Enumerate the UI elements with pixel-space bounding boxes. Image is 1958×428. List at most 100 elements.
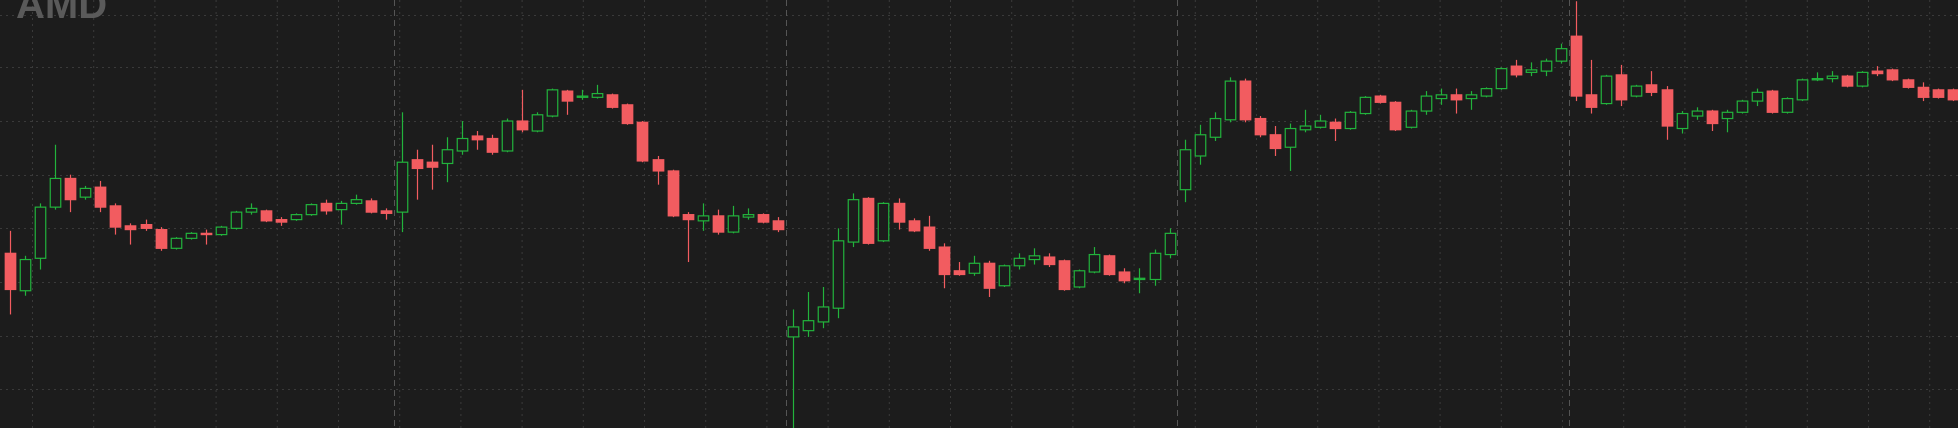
grid	[0, 15, 1958, 390]
candle-body	[667, 170, 680, 217]
candle-body	[456, 137, 469, 152]
candle-body	[1691, 110, 1704, 117]
candle-body	[1254, 117, 1267, 136]
candle-body	[862, 197, 875, 244]
candle-body	[396, 161, 409, 213]
candle-body	[938, 246, 951, 276]
candle-body	[1164, 232, 1177, 256]
candle-body	[893, 202, 906, 223]
candle-body	[1028, 255, 1041, 261]
candle-body	[350, 199, 363, 204]
candle-body	[1826, 75, 1839, 80]
candles	[4, 1, 1958, 428]
candle-body	[1344, 111, 1357, 130]
candle-body	[1209, 117, 1222, 138]
candle-body	[49, 177, 62, 208]
candle-body	[1856, 71, 1869, 87]
candle-body	[817, 306, 830, 323]
candle-body	[1600, 75, 1613, 105]
candle-body	[923, 226, 936, 249]
candle-body	[742, 214, 755, 218]
candle-body	[1781, 97, 1794, 113]
candle-body	[591, 92, 604, 98]
candle-body	[1179, 149, 1192, 191]
candle-body	[230, 211, 243, 229]
candle-body	[516, 120, 529, 131]
candle-body	[1058, 260, 1071, 291]
candle-body	[1661, 89, 1674, 127]
candle-body	[998, 265, 1011, 287]
candle-body	[576, 95, 589, 98]
candle-body	[832, 240, 845, 309]
candle-body	[953, 270, 966, 276]
candle-body	[275, 219, 288, 223]
candle-body	[140, 224, 153, 229]
candle-body	[1389, 101, 1402, 131]
session-separators	[394, 0, 1570, 428]
candle-body	[94, 186, 107, 208]
candle-body	[1932, 89, 1945, 98]
candle-body	[1736, 100, 1749, 113]
candle-body	[1947, 89, 1958, 101]
candle-body	[983, 262, 996, 289]
candle-body	[170, 237, 183, 249]
candle-body	[1811, 78, 1824, 81]
candle-body	[411, 159, 424, 170]
candle-body	[606, 94, 619, 108]
candle-body	[1480, 87, 1493, 97]
candle-body	[245, 207, 258, 213]
candle-body	[712, 215, 725, 233]
candle-body	[124, 225, 137, 231]
candle-body	[109, 205, 122, 228]
candle-body	[621, 104, 634, 125]
candle-body	[1435, 94, 1448, 100]
candle-body	[486, 137, 499, 153]
candle-body	[1871, 70, 1884, 75]
candle-body	[1073, 270, 1086, 288]
candle-body	[215, 226, 228, 236]
candle-body	[426, 161, 439, 168]
candle-body	[185, 232, 198, 239]
candle-body	[1615, 74, 1628, 101]
candle-body	[1917, 86, 1930, 98]
candle-body	[636, 121, 649, 162]
candle-body	[1043, 256, 1056, 266]
candle-body	[757, 214, 770, 223]
candle-body	[1676, 112, 1689, 130]
candle-body	[1314, 120, 1327, 128]
candle-body	[1902, 79, 1915, 88]
candle-body	[1374, 95, 1387, 103]
candle-body	[1450, 94, 1463, 101]
candle-body	[1224, 80, 1237, 121]
candle-body	[652, 159, 665, 172]
candle-body	[772, 220, 785, 231]
candle-body	[365, 200, 378, 213]
candle-body	[1359, 96, 1372, 115]
candle-body	[1284, 127, 1297, 148]
candle-body	[19, 258, 32, 292]
candle-body	[1570, 35, 1583, 97]
candle-body	[1465, 94, 1478, 100]
candle-body	[4, 252, 17, 291]
candle-body	[1194, 134, 1207, 157]
candle-body	[1299, 125, 1312, 131]
candle-body	[1329, 121, 1342, 130]
candle-body	[787, 326, 800, 338]
candle-body	[79, 187, 92, 198]
logo: AMD	[16, 0, 107, 27]
candle-body	[320, 202, 333, 212]
candle-body	[1405, 110, 1418, 128]
candle-body	[1751, 91, 1764, 102]
candle-body	[1645, 84, 1658, 93]
candle-body	[968, 262, 981, 274]
candle-body	[1841, 75, 1854, 87]
candle-body	[561, 90, 574, 102]
candle-body	[1585, 94, 1598, 108]
candle-body	[155, 228, 168, 249]
candle-body	[1540, 60, 1553, 72]
candle-body	[1886, 69, 1899, 81]
candle-body	[1706, 110, 1719, 125]
candle-body	[847, 199, 860, 243]
